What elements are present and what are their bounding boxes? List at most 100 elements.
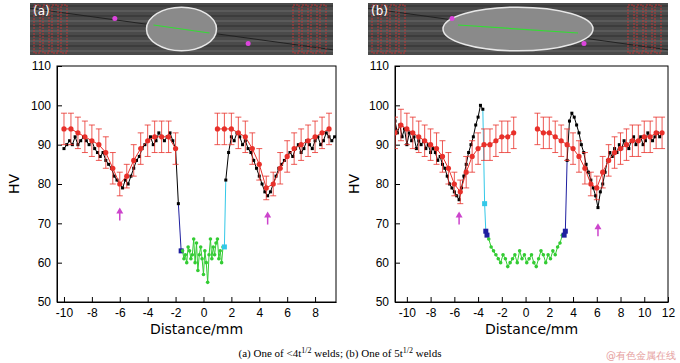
error-bar <box>305 125 311 156</box>
series <box>395 109 665 203</box>
connector <box>485 204 486 232</box>
data-point <box>506 265 510 269</box>
x-tick-mark <box>621 297 622 302</box>
error-bar-cap <box>284 172 290 173</box>
error-bar <box>588 172 594 196</box>
caption: (a) One of <4t1/2 welds; (b) One of 5t1/… <box>239 346 442 360</box>
x-tick-mark <box>287 297 288 302</box>
data-point <box>166 134 171 139</box>
x-tick-label: 4 <box>256 306 263 320</box>
data-point <box>530 253 534 257</box>
error-bar <box>552 121 558 152</box>
error-bar <box>298 129 304 160</box>
indent-box <box>52 5 58 53</box>
data-point <box>428 142 433 147</box>
error-bar <box>558 125 564 156</box>
error-bar <box>277 153 283 184</box>
data-point <box>185 261 189 265</box>
x-tick-label: -4 <box>143 306 154 320</box>
series <box>224 131 336 197</box>
data-point <box>467 151 470 154</box>
y-tick-label: 110 <box>370 59 389 73</box>
data-point <box>250 146 255 151</box>
data-point <box>210 257 214 261</box>
error-bar-cap <box>422 156 428 157</box>
error-bar <box>326 113 332 144</box>
x-tick-mark <box>120 297 121 302</box>
error-bar-cap <box>173 164 179 165</box>
arrow-head <box>264 212 271 218</box>
y-tick-mark <box>395 145 400 146</box>
error-bar-cap <box>256 180 262 181</box>
error-bar <box>653 117 659 148</box>
data-point <box>651 139 654 142</box>
error-bar-cap <box>463 156 469 157</box>
data-point <box>511 130 516 135</box>
error-bar-cap <box>395 117 398 118</box>
error-bar-cap <box>319 117 325 118</box>
data-point <box>630 138 635 143</box>
error-bar-cap <box>249 164 255 165</box>
error-bar <box>96 129 102 160</box>
indent-box <box>320 5 326 53</box>
data-point <box>285 154 290 159</box>
series <box>566 112 664 209</box>
error-bar-cap <box>242 121 248 122</box>
x-tick-label: -2 <box>497 306 508 320</box>
caption-part: 1/2 <box>403 346 413 355</box>
data-point <box>203 249 207 253</box>
error-bar-cap <box>75 117 81 118</box>
error-bar <box>576 141 582 172</box>
data-point <box>292 146 297 151</box>
data-point <box>612 150 617 155</box>
error-bar <box>242 121 248 152</box>
error-bar-cap <box>457 203 463 204</box>
error-bar-cap <box>319 148 325 149</box>
x-tick-label: 6 <box>284 306 291 320</box>
error-bar <box>166 121 172 152</box>
error-bar-cap <box>623 160 629 161</box>
data-point <box>103 150 108 155</box>
data-point <box>261 183 264 186</box>
error-bar-cap <box>511 148 517 149</box>
y-tick: 100 <box>31 99 62 113</box>
x-tick: 2 <box>546 297 553 320</box>
data-point <box>582 166 587 171</box>
error-bar-cap <box>277 184 283 185</box>
error-bar-cap <box>570 164 576 165</box>
data-point <box>537 257 541 261</box>
error-bar-cap <box>117 172 123 173</box>
reference-dot <box>450 16 455 21</box>
caption-part: welds <box>413 347 441 359</box>
data-point <box>117 181 122 186</box>
error-bar-cap <box>505 121 511 122</box>
x-tick-mark <box>502 297 503 302</box>
error-bar-cap <box>312 121 318 122</box>
data-point <box>330 139 333 142</box>
data-point <box>149 135 152 138</box>
arrow <box>456 212 463 225</box>
panel-label: (b) <box>371 4 388 18</box>
error-bar-cap <box>653 117 659 118</box>
data-point <box>599 190 602 193</box>
error-bar-cap <box>89 156 95 157</box>
data-point <box>217 257 221 261</box>
series <box>487 233 564 268</box>
y-tick-mark <box>395 105 400 106</box>
error-bar-cap <box>457 180 463 181</box>
data-point <box>481 108 484 111</box>
x-tick: 8 <box>312 297 319 320</box>
x-axis: -10-8-6-4-202468 <box>56 297 337 320</box>
error-bar <box>61 113 67 144</box>
reference-dot <box>246 41 251 46</box>
x-tick-mark <box>315 297 316 302</box>
error-bar <box>319 117 325 148</box>
error-bar-cap <box>298 128 304 129</box>
data-point <box>61 126 66 131</box>
data-point <box>624 142 629 147</box>
y-tick-mark <box>57 302 62 303</box>
data-point <box>494 253 498 257</box>
error-bar-cap <box>256 148 262 149</box>
y-tick: 60 <box>38 256 62 270</box>
data-point <box>200 257 204 261</box>
